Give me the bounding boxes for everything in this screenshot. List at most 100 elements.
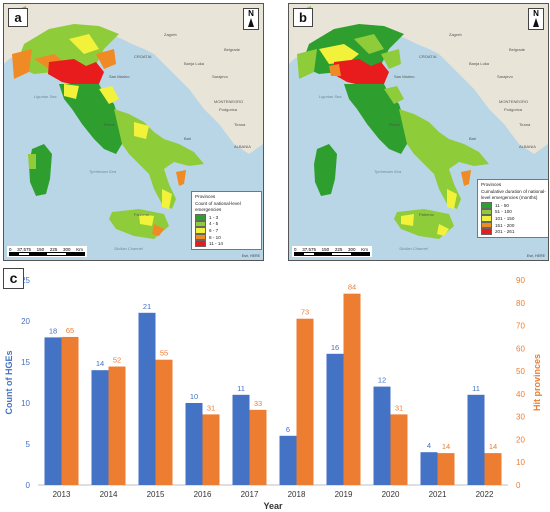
y-tick-label-left: 5 <box>26 440 31 449</box>
legend-a-row: 4 - 5 <box>195 220 258 228</box>
y-tick-label-left: 0 <box>26 481 31 490</box>
place-zagreb: Zagreb <box>449 32 462 37</box>
map-credit: Esri, HERE <box>526 254 545 258</box>
chart-plot: 0 5 10 15 20 25 0 10 20 30 40 50 60 70 80 90 18 65 2013 14 5… <box>4 276 542 511</box>
legend-a-title: Provinces <box>195 194 216 199</box>
scale-bar-b: 0 37,575 150 225 300 Km <box>292 246 372 257</box>
panel-b-label: b <box>293 8 313 27</box>
north-label: N <box>533 9 539 18</box>
y-tick-label-right: 20 <box>516 435 525 444</box>
bar-count-hges <box>232 394 250 485</box>
data-label-count-hges: 18 <box>49 326 57 335</box>
bar-hit-provinces <box>437 453 455 485</box>
y-tick-label-right: 60 <box>516 344 525 353</box>
x-tick-label: 2020 <box>382 490 400 499</box>
place-sarajevo: Sarajevo <box>497 74 513 79</box>
bar-hit-provinces <box>108 366 126 485</box>
legend-swatch <box>195 214 206 221</box>
place-podgorica: Podgorica <box>504 107 523 112</box>
data-label-hit-provinces: 55 <box>160 349 168 358</box>
place-montenegro: MONTENEGRO <box>214 99 244 104</box>
legend-a-subtitle: Count of national-level emergencies <box>195 201 241 212</box>
scale-tick: 37,575 <box>302 247 316 252</box>
y-tick-label-left: 10 <box>21 399 30 408</box>
legend-a-class-label: 4 - 5 <box>209 221 219 227</box>
bar-count-hges <box>138 312 156 485</box>
scale-tick: 0 <box>9 247 12 252</box>
bar-hit-provinces <box>343 293 361 485</box>
sea-sicilian-channel: Sicilian Channel <box>114 246 143 251</box>
scale-tick: 150 <box>36 247 45 252</box>
data-label-count-hges: 11 <box>237 384 245 393</box>
legend-b-class-label: 201 - 261 <box>495 229 515 235</box>
legend-a-class-label: 6 - 7 <box>209 227 219 233</box>
north-arrow-icon: N <box>528 8 544 30</box>
data-label-count-hges: 16 <box>331 343 339 352</box>
bar-count-hges <box>467 394 485 485</box>
data-label-hit-provinces: 31 <box>207 403 215 412</box>
data-label-count-hges: 11 <box>472 384 480 393</box>
legend-a-class-label: 8 - 10 <box>209 234 221 240</box>
sea-tyrrhenian: Tyrrhenian Sea <box>374 169 402 174</box>
y-tick-label-right: 10 <box>516 458 525 467</box>
place-belgrade: Belgrade <box>224 47 241 52</box>
place-bari: Bari <box>184 136 192 141</box>
place-podgorica: Podgorica <box>219 107 238 112</box>
scale-tick: 0 <box>294 247 297 252</box>
bar-hit-provinces <box>202 414 220 485</box>
legend-b-row: 151 - 200 <box>481 221 546 229</box>
bar-hit-provinces <box>390 414 408 485</box>
bar-hit-provinces <box>61 336 79 485</box>
place-croatia: CROATIA <box>134 54 152 59</box>
legend-b-class-label: 151 - 200 <box>495 222 515 228</box>
scale-labels: 0 37,575 150 225 300 Km <box>9 247 83 252</box>
legend-b-subtitle: Cumulative duration of national-level em… <box>481 189 546 200</box>
legend-a-class-label: 1 - 3 <box>209 214 219 220</box>
data-label-count-hges: 6 <box>286 425 290 434</box>
place-banja-luka: Banja Luka <box>184 61 205 66</box>
bar-hit-provinces <box>155 359 173 485</box>
bar-count-hges <box>44 337 62 485</box>
italy-map-a <box>4 4 263 260</box>
legend-b-class-label: 101 - 150 <box>495 215 515 221</box>
arrow-up-icon <box>533 18 539 27</box>
place-rome: Rome <box>389 122 400 127</box>
scale-tick: 37,575 <box>17 247 31 252</box>
x-tick-label: 2019 <box>335 490 353 499</box>
place-bari: Bari <box>469 136 477 141</box>
legend-b-title: Provinces <box>481 182 502 187</box>
data-label-hit-provinces: 14 <box>489 442 497 451</box>
x-tick-label: 2017 <box>241 490 259 499</box>
data-label-hit-provinces: 65 <box>66 326 74 335</box>
legend-swatch <box>195 227 206 234</box>
place-palermo: Palermo <box>419 212 434 217</box>
scale-strip <box>9 252 85 256</box>
place-san-marino: San Marino <box>109 74 130 79</box>
place-san-marino: San Marino <box>394 74 415 79</box>
legend-a-row: 6 - 7 <box>195 227 258 234</box>
legend-b-row: 201 - 261 <box>481 228 546 235</box>
scale-labels: 0 37,575 150 225 300 Km <box>294 247 368 252</box>
panel-c-label: c <box>3 268 24 289</box>
legend-swatch <box>195 240 206 247</box>
data-label-count-hges: 21 <box>143 302 151 311</box>
north-label: N <box>248 9 254 18</box>
legend-b-row: 101 - 150 <box>481 215 546 222</box>
arrow-up-icon <box>248 18 254 27</box>
bar-count-hges <box>91 370 109 485</box>
data-label-count-hges: 12 <box>378 376 386 385</box>
bar-hit-provinces <box>296 318 314 485</box>
panel-a-label: a <box>8 8 28 27</box>
sea-ligurian: Ligurian Sea <box>34 94 57 99</box>
bar-count-hges <box>373 386 391 485</box>
x-tick-label: 2013 <box>53 490 71 499</box>
scale-tick: 300 <box>63 247 71 252</box>
data-label-hit-provinces: 84 <box>348 283 356 292</box>
bar-hit-provinces <box>484 453 502 485</box>
x-tick-label: 2016 <box>194 490 212 499</box>
map-panel-b: b N Zagreb Belgrade CROATIA Banja Luka S… <box>288 3 549 261</box>
y-tick-label-right: 30 <box>516 413 525 422</box>
legend-b-class-label: 51 - 100 <box>495 209 512 215</box>
legend-b: Provinces Cumulative duration of nationa… <box>477 179 548 238</box>
place-croatia: CROATIA <box>419 54 437 59</box>
